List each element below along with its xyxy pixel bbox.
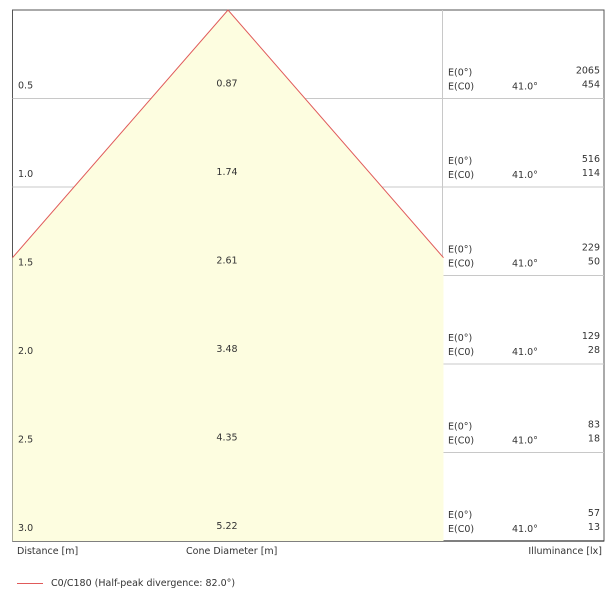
distance-label: 2.5: [18, 435, 33, 446]
ec0-label: E(C0): [448, 347, 474, 358]
e0-label: E(0°): [448, 156, 472, 167]
ec0-value: 13: [588, 522, 600, 533]
illuminance-label: Illuminance [lx]: [528, 546, 602, 557]
diameter-label: 5.22: [216, 521, 237, 532]
distance-axis-label: Distance [m]: [17, 546, 79, 557]
cone-outline: [12, 9, 444, 259]
angle-label: 41.0°: [512, 436, 538, 447]
angle-label: 41.0°: [512, 347, 538, 358]
e0-value: 129: [582, 331, 600, 342]
diameter-label: 2.61: [216, 256, 237, 267]
ec0-value: 18: [588, 434, 600, 445]
e0-label: E(0°): [448, 422, 472, 433]
distance-label: 2.0: [18, 346, 33, 357]
distance-label: 3.0: [18, 523, 33, 534]
e0-value: 2065: [576, 66, 600, 77]
ec0-label: E(C0): [448, 82, 474, 93]
legend: C0/C180 (Half-peak divergence: 82.0°): [17, 578, 235, 589]
angle-label: 41.0°: [512, 259, 538, 270]
ec0-label: E(C0): [448, 436, 474, 447]
e0-value: 83: [588, 420, 600, 431]
legend-line-swatch: [17, 583, 43, 584]
e0-label: E(0°): [448, 245, 472, 256]
e0-label: E(0°): [448, 333, 472, 344]
diameter-label: 1.74: [216, 167, 237, 178]
cone-area: [12, 10, 444, 541]
angle-label: 41.0°: [512, 82, 538, 93]
ec0-value: 50: [588, 257, 600, 268]
e0-value: 57: [588, 508, 600, 519]
angle-label: 41.0°: [512, 170, 538, 181]
diameter-label: 4.35: [216, 433, 237, 444]
ec0-value: 114: [582, 168, 600, 179]
distance-label: 1.5: [18, 258, 33, 269]
e0-value: 229: [582, 243, 600, 254]
e0-label: E(0°): [448, 68, 472, 79]
ec0-label: E(C0): [448, 524, 474, 535]
ec0-value: 28: [588, 345, 600, 356]
angle-label: 41.0°: [512, 524, 538, 535]
e0-value: 516: [582, 154, 600, 165]
ec0-value: 454: [582, 80, 600, 91]
diameter-label: 0.87: [216, 79, 237, 90]
ec0-label: E(C0): [448, 170, 474, 181]
distance-label: 0.5: [18, 81, 33, 92]
e0-label: E(0°): [448, 510, 472, 521]
diameter-label: 3.48: [216, 344, 237, 355]
row-labels: 0.5 0.87 E(0°) E(C0) 41.0° 2065 454 1.0 1.74 E(0°…: [18, 66, 600, 536]
distance-label: 1.0: [18, 169, 33, 180]
cone-diameter-label: Cone Diameter [m]: [186, 546, 278, 557]
ec0-label: E(C0): [448, 259, 474, 270]
legend-text: C0/C180 (Half-peak divergence: 82.0°): [51, 578, 236, 589]
